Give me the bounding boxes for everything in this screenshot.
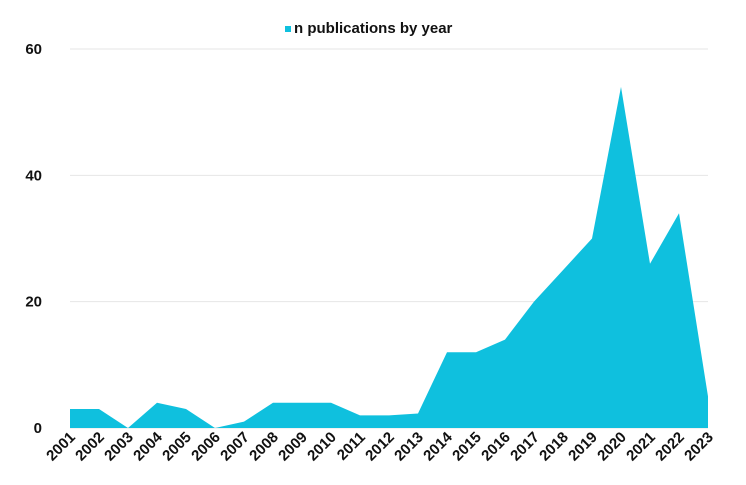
x-tick-label: 2003	[101, 429, 137, 465]
x-tick-label: 2009	[275, 429, 311, 465]
y-tick-label: 40	[25, 167, 42, 184]
y-tick-label: 60	[25, 41, 42, 58]
x-tick-label: 2005	[159, 429, 195, 465]
series-area	[70, 86, 708, 429]
x-tick-label: 2006	[188, 429, 224, 465]
y-tick-label: 20	[25, 294, 42, 311]
x-tick-label: 2018	[536, 429, 572, 465]
x-tick-label: 2008	[246, 429, 282, 465]
x-tick-label: 2020	[594, 429, 630, 465]
y-axis-ticks: 0 20 40 60	[25, 41, 42, 437]
y-tick-label: 0	[34, 420, 42, 437]
x-tick-label: 2010	[304, 429, 340, 465]
x-tick-label: 2007	[217, 429, 253, 465]
legend-label: n publications by year	[294, 20, 453, 37]
x-tick-label: 2015	[449, 429, 485, 465]
x-tick-label: 2014	[420, 428, 456, 464]
x-tick-label: 2004	[130, 428, 166, 464]
x-tick-label: 2019	[565, 429, 601, 465]
x-tick-label: 2013	[391, 429, 427, 465]
x-tick-label: 2016	[478, 429, 514, 465]
legend: n publications by year	[285, 20, 453, 37]
series-area-group	[70, 86, 708, 429]
x-tick-label: 2011	[334, 429, 369, 464]
x-tick-label: 2023	[681, 429, 717, 465]
x-tick-label: 2022	[652, 429, 688, 465]
x-tick-label: 2012	[362, 429, 398, 465]
legend-swatch	[285, 26, 291, 32]
x-tick-label: 2021	[623, 429, 659, 465]
x-tick-label: 2001	[43, 429, 79, 465]
x-axis-ticks: 2001200220032004200520062007200820092010…	[43, 428, 717, 464]
x-tick-label: 2002	[72, 429, 108, 465]
x-tick-label: 2017	[507, 429, 543, 465]
